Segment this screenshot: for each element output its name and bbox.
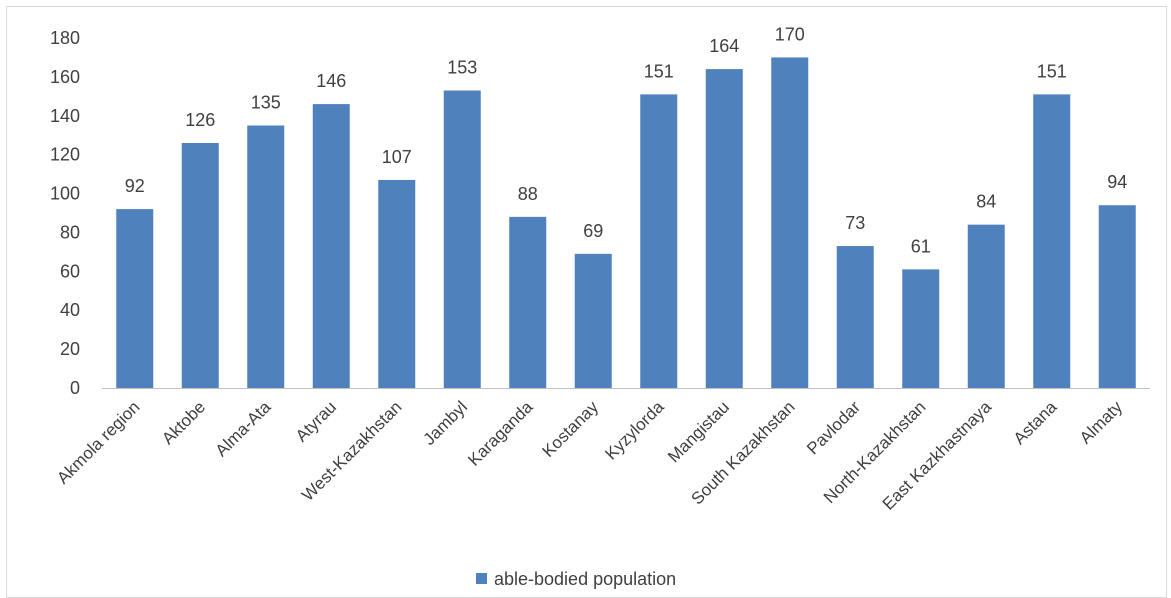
data-label: 61 [911, 236, 931, 256]
bar [378, 179, 416, 388]
data-label: 94 [1107, 172, 1127, 192]
bar [902, 269, 940, 388]
category-labels-group: Akmola region Aktobe Alma-Ata AtyrauWest-Ka… [53, 397, 1126, 514]
x-tick-label: Pavlodar [803, 397, 864, 458]
y-tick-label: 40 [60, 300, 80, 320]
x-tick-label: Atyrau [292, 397, 340, 445]
legend-label: able-bodied population [494, 569, 676, 589]
y-axis-ticks: 0 20 40 60 80 100 120 140 160 180 [50, 28, 80, 398]
y-tick-label: 60 [60, 261, 80, 281]
x-tick-label: Alma-Ata [212, 397, 275, 460]
x-tick-label: Kyzylorda [601, 397, 668, 464]
bar [509, 216, 547, 388]
data-label: 126 [185, 110, 215, 130]
y-tick-label: 0 [70, 378, 80, 398]
bar [1098, 205, 1136, 388]
bar [116, 209, 154, 388]
data-label: 151 [644, 61, 674, 81]
y-tick-label: 140 [50, 106, 80, 126]
data-label: 88 [518, 184, 538, 204]
bar [312, 104, 350, 388]
data-label: 69 [583, 221, 603, 241]
data-label: 84 [976, 192, 996, 212]
data-label: 164 [709, 36, 739, 56]
data-label: 92 [125, 176, 145, 196]
x-tick-label: Mangistau [664, 397, 733, 466]
bar [771, 57, 809, 388]
data-label: 151 [1037, 61, 1067, 81]
bar [181, 143, 219, 388]
bar [574, 253, 612, 388]
y-tick-label: 100 [50, 184, 80, 204]
x-tick-label: Kostanay [539, 397, 603, 461]
bar [836, 246, 874, 388]
data-label: 107 [382, 147, 412, 167]
y-tick-label: 120 [50, 145, 80, 165]
data-label: 153 [447, 58, 477, 78]
data-label: 146 [316, 71, 346, 91]
x-tick-label: Karaganda [464, 397, 537, 470]
legend: able-bodied population [476, 569, 676, 589]
y-tick-label: 80 [60, 222, 80, 242]
x-tick-label: Almaty [1076, 397, 1127, 448]
bars-group [116, 57, 1136, 388]
bar [247, 125, 285, 388]
x-tick-label: Astana [1010, 397, 1061, 448]
bar [1033, 94, 1071, 388]
data-label: 170 [775, 24, 805, 44]
data-labels-group: 92 126 135 146 107 153 88 69 151 164 170 73 61 84 151 9… [125, 24, 1128, 256]
x-tick-label: Akmola region [53, 397, 143, 487]
bar [705, 69, 743, 388]
y-tick-label: 180 [50, 28, 80, 48]
x-tick-label: Jambyl [420, 397, 472, 449]
x-tick-label: Aktobe [158, 397, 209, 448]
y-tick-label: 160 [50, 67, 80, 87]
bar [640, 94, 678, 388]
x-tick-label: East Kazkhastnaya [879, 397, 996, 514]
bar [967, 224, 1005, 388]
data-label: 135 [251, 93, 281, 113]
legend-swatch [476, 573, 487, 584]
y-tick-label: 20 [60, 339, 80, 359]
bar [443, 90, 481, 388]
data-label: 73 [845, 213, 865, 233]
